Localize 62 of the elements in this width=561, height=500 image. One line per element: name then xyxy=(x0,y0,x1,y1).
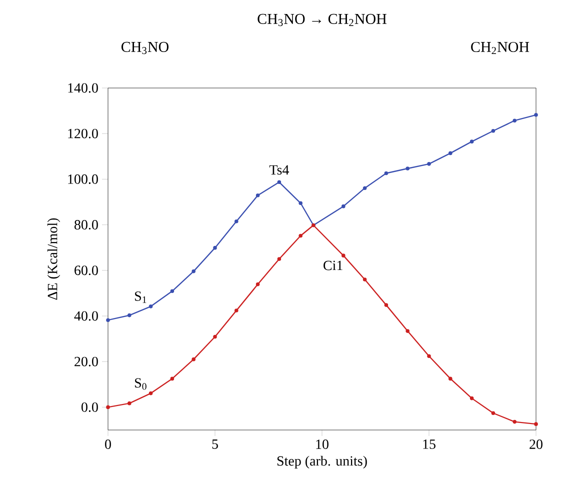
point xyxy=(384,171,388,176)
point xyxy=(277,180,282,184)
point xyxy=(298,234,303,238)
x-tick-label: 5 xyxy=(212,440,218,449)
point xyxy=(406,166,410,170)
point xyxy=(427,162,431,166)
point xyxy=(256,193,260,198)
point xyxy=(491,411,496,416)
point xyxy=(298,201,303,206)
x-axis-title: Step (arb. units) xyxy=(277,456,367,469)
y-tick-label: 20.0 xyxy=(74,356,98,366)
series-label: S$_{1}$ xyxy=(135,291,146,303)
annotation: Ci1 xyxy=(324,260,342,270)
y-tick-label: 120.0 xyxy=(68,128,98,138)
point xyxy=(362,278,367,282)
point xyxy=(427,354,431,358)
point xyxy=(256,282,260,286)
point xyxy=(491,128,496,133)
y-tick-label: 60.0 xyxy=(74,266,98,276)
y-tick-label: 100.0 xyxy=(68,174,98,184)
point xyxy=(448,151,452,156)
point xyxy=(534,112,538,117)
text: CH$_{3}$NO xyxy=(121,42,169,54)
chart-title: CH$_{3}$NO → CH$_{2}$NOH xyxy=(258,14,386,26)
point xyxy=(234,219,238,224)
point xyxy=(362,186,367,190)
point xyxy=(342,204,346,208)
point xyxy=(213,246,217,250)
point xyxy=(512,118,517,122)
x-tick-label: 10 xyxy=(316,440,328,449)
x-tick-label: 15 xyxy=(423,440,436,449)
point xyxy=(234,308,238,312)
point xyxy=(148,391,153,396)
y-tick-label: 80.0 xyxy=(74,220,98,230)
point xyxy=(470,396,474,400)
point xyxy=(406,329,410,333)
point xyxy=(384,303,388,307)
point xyxy=(534,422,538,426)
point xyxy=(342,254,346,258)
point xyxy=(128,401,132,406)
point xyxy=(470,140,474,144)
x-tick-label: 0 xyxy=(105,440,111,449)
point xyxy=(512,420,517,424)
x-tick-label: 20 xyxy=(530,440,542,449)
series-label: S$_{0}$ xyxy=(135,378,146,390)
y-tick-label: 0.0 xyxy=(82,402,98,412)
point xyxy=(106,318,110,322)
point xyxy=(170,376,174,381)
y-axis-title: ΔE (Kcal/mol) xyxy=(47,218,60,300)
point xyxy=(192,269,196,274)
point xyxy=(277,257,282,261)
point xyxy=(128,313,132,318)
y-tick-label: 40.0 xyxy=(74,311,98,321)
point xyxy=(148,304,153,308)
y-tick-label: 140.0 xyxy=(68,83,98,93)
point xyxy=(448,376,452,381)
point xyxy=(192,357,196,362)
text: CH$_{2}$NOH xyxy=(471,42,530,54)
point xyxy=(170,289,174,294)
annotation: Ts4 xyxy=(269,165,290,175)
point xyxy=(106,405,110,410)
point xyxy=(213,334,217,339)
